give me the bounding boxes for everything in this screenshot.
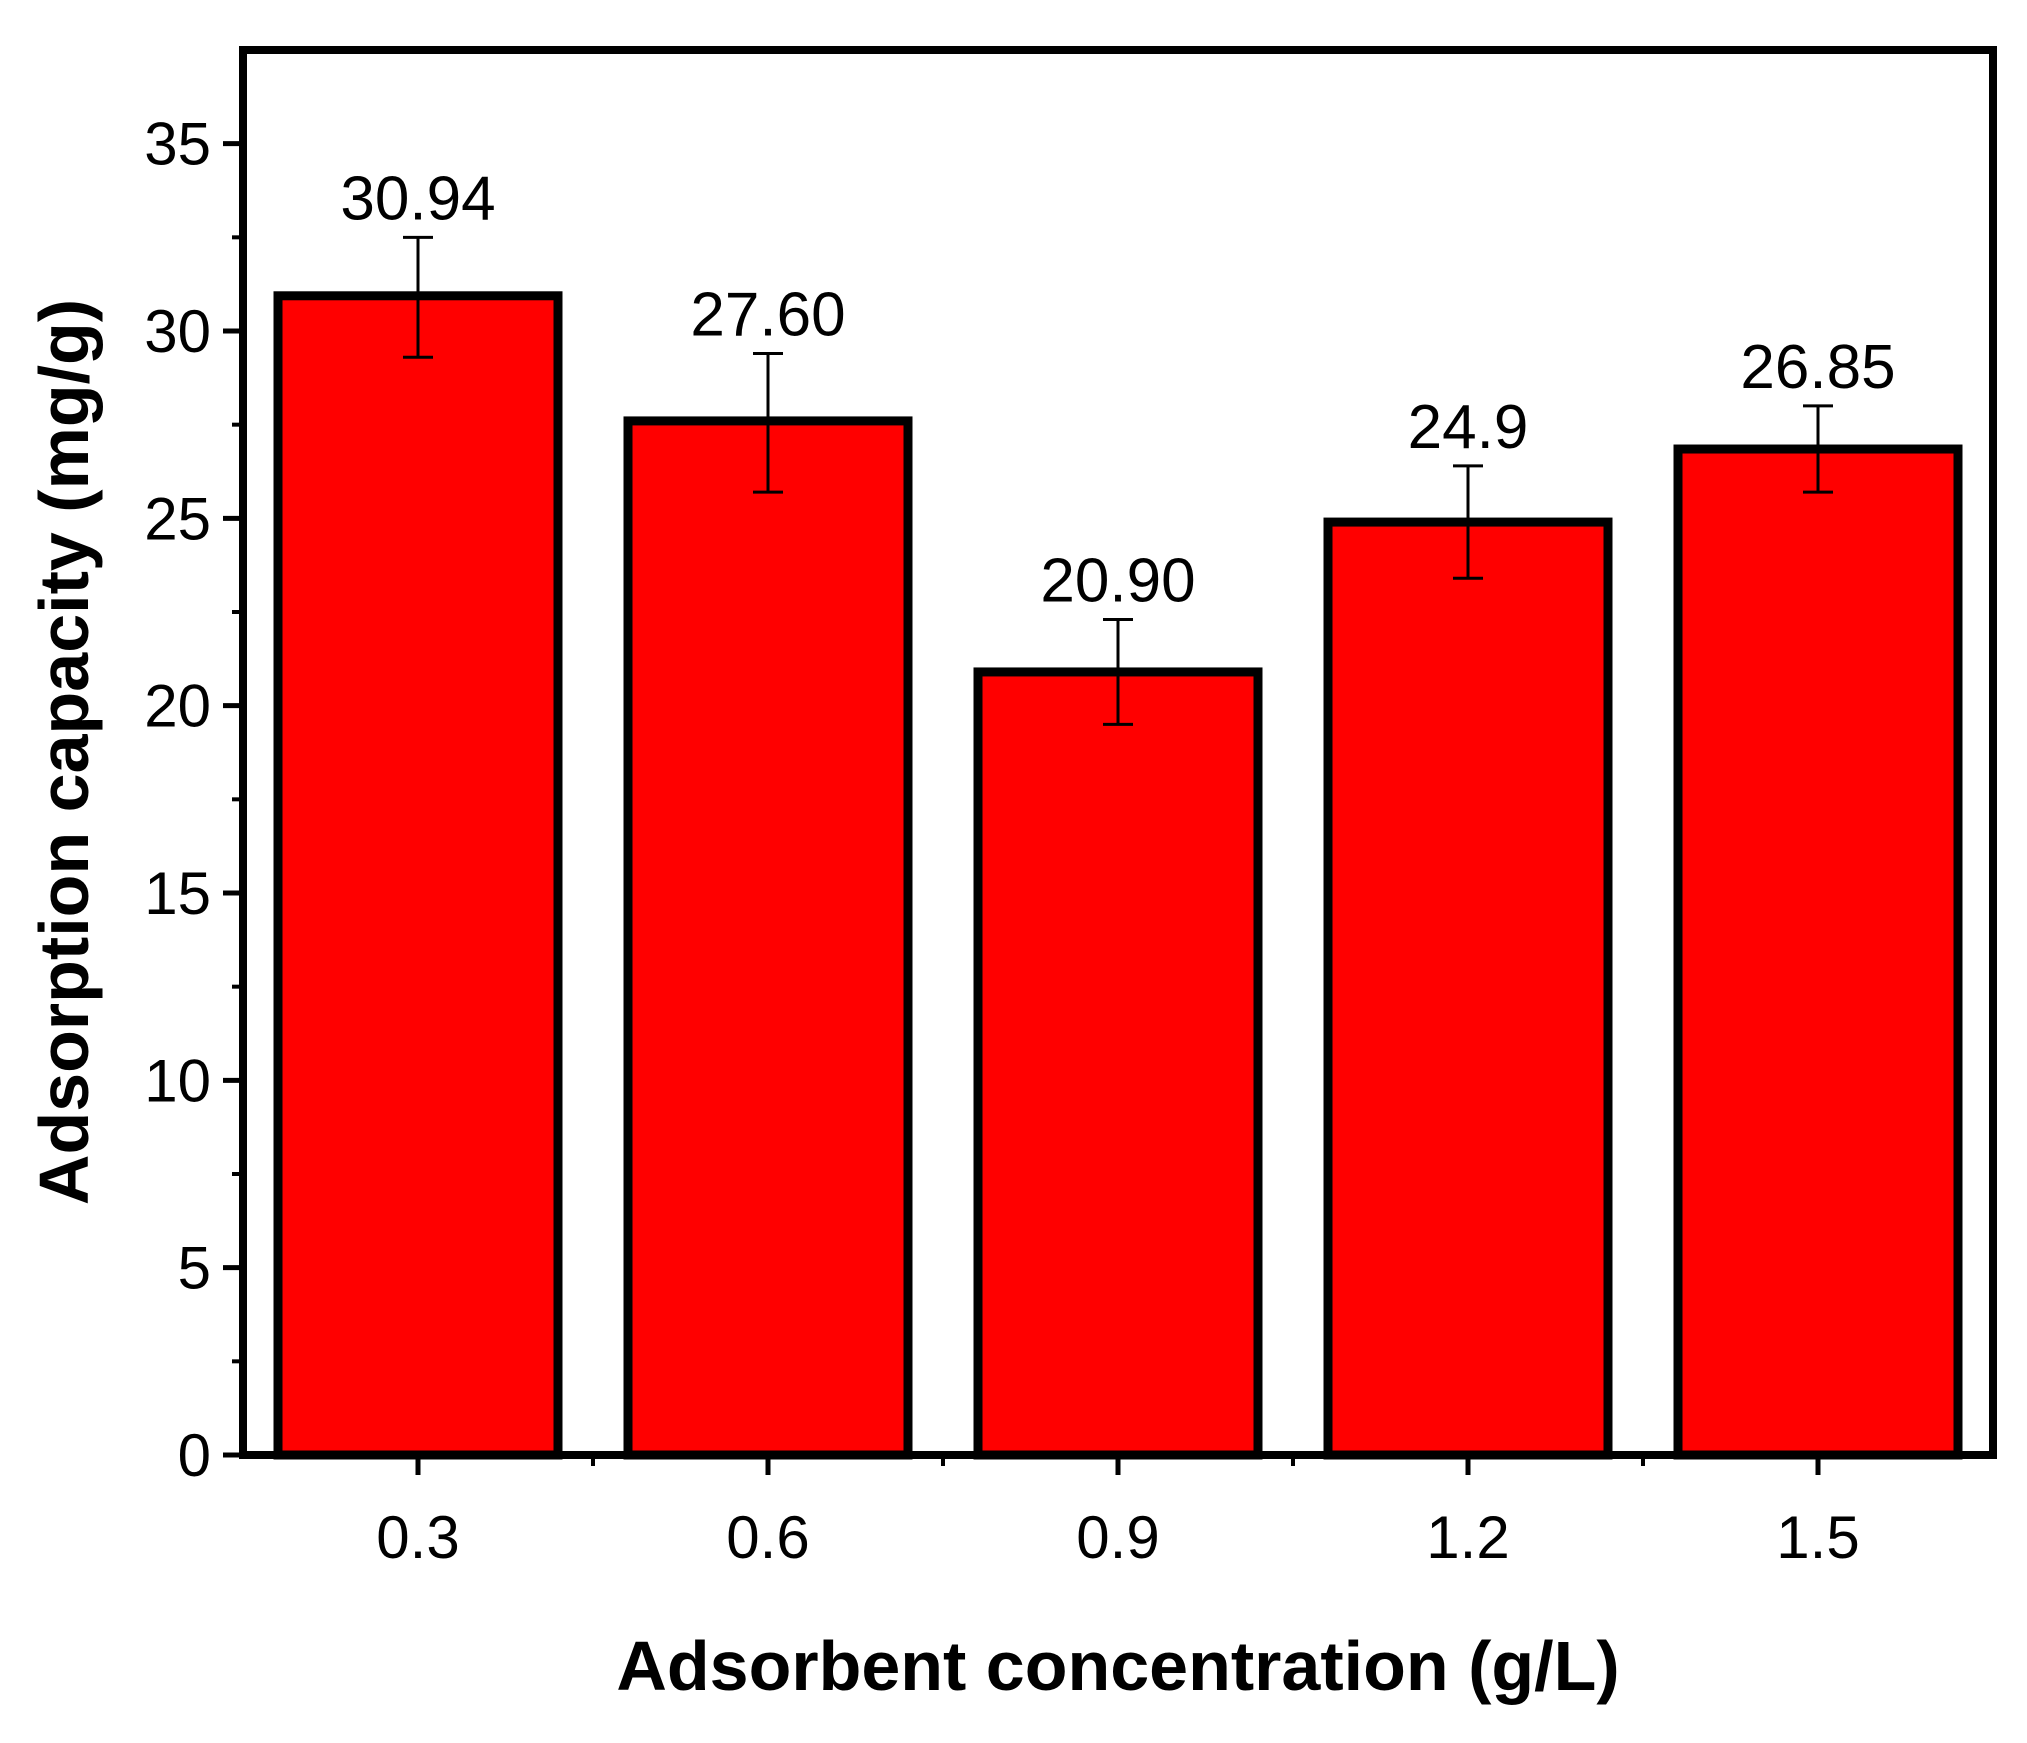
bar-1.2 xyxy=(1323,517,1613,1460)
data-label-1.5: 26.85 xyxy=(1740,333,1895,402)
y-axis-title: Adsorption capacity (mg/g) xyxy=(25,299,103,1205)
bar-0.9 xyxy=(973,667,1263,1460)
bar-1.5 xyxy=(1673,444,1963,1460)
y-tick-label-30: 30 xyxy=(144,298,211,365)
x-tick-label-0.6: 0.6 xyxy=(726,1504,809,1571)
y-tick-label-35: 35 xyxy=(144,111,211,178)
data-label-0.6: 27.60 xyxy=(690,280,845,349)
y-tick-label-25: 25 xyxy=(144,485,211,552)
data-label-0.3: 30.94 xyxy=(340,164,495,233)
y-axis: 0 5 10 15 20 25 30 35 xyxy=(144,111,243,1489)
x-axis-title: Adsorbent concentration (g/L) xyxy=(616,1627,1619,1705)
data-label-0.9: 20.90 xyxy=(1040,546,1195,615)
y-tick-label-20: 20 xyxy=(144,673,211,740)
x-tick-label-0.9: 0.9 xyxy=(1076,1504,1159,1571)
bar-0.6 xyxy=(623,416,913,1460)
data-labels-layer: 30.94 27.60 20.90 24.9 26.85 xyxy=(340,164,1895,615)
y-tick-label-10: 10 xyxy=(144,1047,211,1114)
y-tick-label-5: 5 xyxy=(178,1235,211,1302)
data-label-1.2: 24.9 xyxy=(1408,393,1529,462)
error-bars-layer xyxy=(403,235,1833,726)
x-axis: 0.3 0.6 0.9 1.2 1.5 xyxy=(376,1455,1860,1571)
y-tick-label-0: 0 xyxy=(178,1422,211,1489)
x-tick-label-0.3: 0.3 xyxy=(376,1504,459,1571)
bars-layer xyxy=(273,291,1963,1460)
y-tick-label-15: 15 xyxy=(144,860,211,927)
bar-0.3 xyxy=(273,291,563,1460)
x-tick-label-1.2: 1.2 xyxy=(1426,1504,1509,1571)
x-tick-label-1.5: 1.5 xyxy=(1776,1504,1859,1571)
